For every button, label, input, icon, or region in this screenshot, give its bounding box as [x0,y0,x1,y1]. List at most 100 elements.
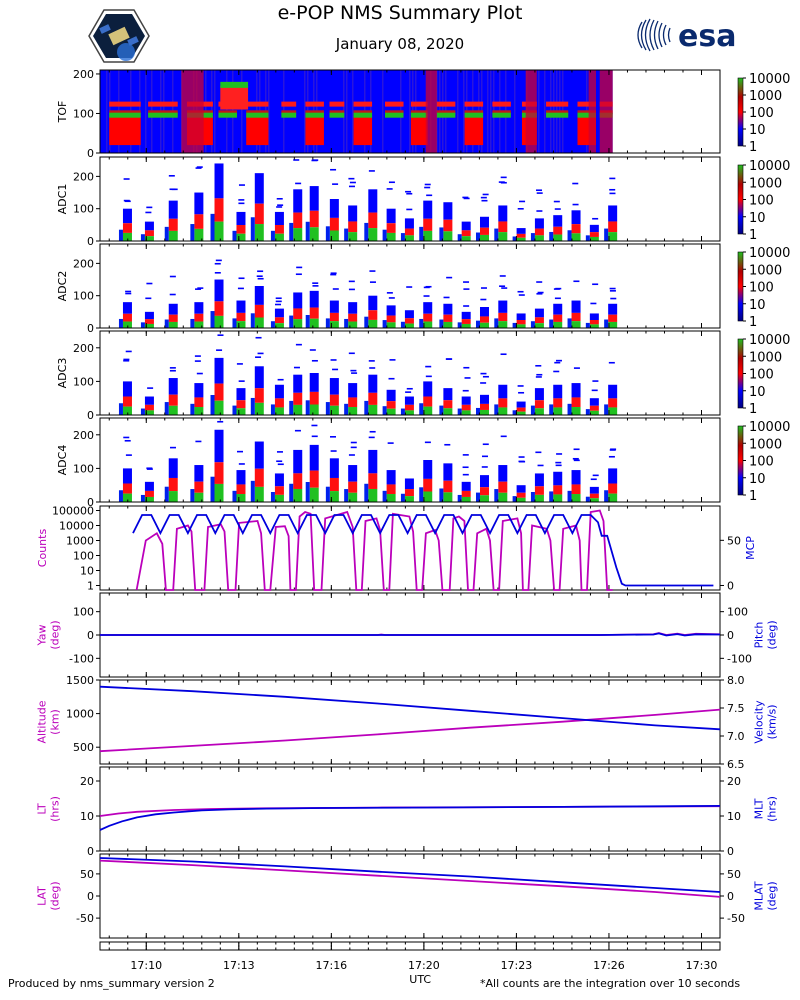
adc-side-bar [164,402,169,415]
adc-side-bar [164,226,169,241]
adc-speck [573,367,580,369]
adc-speck [124,439,131,442]
adc-speck [238,184,245,186]
adc-side-bar [530,405,535,415]
adc-speck [425,365,432,368]
adc-bar-green [461,323,471,328]
lt-mlt-ytick-label: 20 [80,775,94,788]
adc-bar-blue [534,218,544,229]
tof-band-high [436,101,456,107]
adc-bar-blue [608,384,618,399]
adc-speck [517,385,524,387]
adc-speck [276,197,283,200]
adc-speck [536,281,543,283]
adc-speck [423,295,430,297]
adc1-ylabel-line: ADC1 [56,184,69,215]
colorbar-tick-label: 1000 [749,176,782,191]
adc-bar-green [293,488,303,502]
adc-speck [388,297,395,299]
adc-speck [555,359,562,362]
lt-mlt-ylabel-left: LT (hrs) [36,796,62,822]
adc-side-bar [210,213,215,241]
adc-bar-blue [309,186,319,211]
colorbar-tick-label: 1 [749,228,757,243]
adc-bar-blue [571,300,581,313]
counts-ylabel-line: Counts [36,529,49,568]
colorbar-tick-label: 10 [749,123,766,138]
adc1-ytick-label: 200 [73,170,94,183]
adc-bar-red [214,301,224,316]
adc-speck [537,464,544,467]
adc-speck [368,360,375,362]
adc-side-bar [439,405,444,415]
adc-bar-blue [236,388,246,401]
adc-speck [389,359,396,361]
adc-speck [215,259,222,262]
adc-bar-red [368,392,378,405]
adc-bar-blue [329,378,339,395]
adc-bar-green [498,232,508,241]
adc-side-bar [549,319,554,328]
adc-speck [351,372,358,374]
adc-bar-green [423,491,433,502]
adc-bar-blue [122,208,132,224]
tof-full-burst [588,70,596,153]
tof-band-green [464,112,484,118]
altitude-velocity-ylabel-right: Velocity (km/s) [753,700,779,744]
adc-bar-red [122,483,132,494]
tof-band-mid [353,110,373,115]
tof-stripe [463,70,465,153]
adc-speck [498,181,505,183]
adc2-ytick-label: 0 [87,322,94,335]
adc-bar-blue [348,383,358,398]
adc-bar-green [589,498,599,502]
adc-speck [608,455,615,458]
adc-bar-green [168,491,178,502]
adc-bar-green [608,407,618,415]
tof-stripe [490,70,492,153]
adc-bar-red [348,221,358,233]
adc-speck [463,197,470,200]
adc-speck [517,207,524,210]
adc-bar-blue [368,295,378,311]
adc-bar-blue [144,311,154,320]
adc-bar-red [168,394,178,406]
tof-full-burst [599,70,613,153]
adc-bar-green [236,233,246,241]
tof-band-green [329,112,345,118]
adc-bar-green [423,321,433,328]
tof-ytick-label: 100 [73,107,94,120]
adc-bar-blue [214,163,224,199]
adc-speck [238,463,245,465]
adc4-ytick-label: 0 [87,496,94,509]
adc-speck [572,457,579,460]
adc-bar-red [368,212,378,229]
tof-band-green [353,112,373,118]
adc-side-bar [475,492,480,502]
adc-speck [194,355,201,357]
adc-side-bar [325,486,330,502]
adc-bar-red [348,313,358,322]
adc-speck [309,349,316,351]
adc-speck [536,292,543,295]
adc-speck [406,208,413,211]
adc-speck [197,287,204,289]
adc-bar-blue [329,199,339,218]
adc-speck [311,435,318,438]
adc-speck [330,273,337,276]
adc-speck [238,277,245,280]
adc-speck [330,168,337,171]
counts-ytick-label: 100000 [52,505,94,518]
adc-bar-blue [498,205,508,222]
lt-mlt-ylabel-right: MLT (hrs) [753,796,779,822]
mcp-ylabel: MCP [744,536,757,560]
adc-bar-blue [423,302,433,314]
adc-speck [536,189,543,192]
adc-bar-red [589,232,599,237]
adc-speck [348,177,355,180]
adc-speck [238,202,245,205]
adc-bar-red [479,487,489,496]
adc-speck [217,334,224,336]
adc-bar-green [386,322,396,328]
adc-speck [123,359,130,362]
